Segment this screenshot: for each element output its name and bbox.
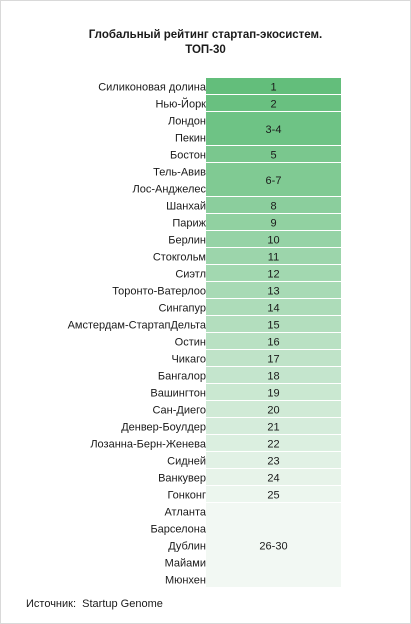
city-label: Лондон (168, 116, 206, 128)
city-label: Вашингтон (150, 388, 206, 400)
rank-label: 8 (270, 201, 276, 213)
chart-title: Глобальный рейтинг стартап-экосистем. ТО… (0, 28, 411, 58)
rank-bar (206, 248, 341, 264)
city-label: Сингапур (158, 303, 206, 315)
rank-label: 25 (267, 490, 279, 502)
rank-bar (206, 163, 341, 196)
city-label: Чикаго (171, 354, 206, 366)
rank-bar (206, 299, 341, 315)
rank-bar (206, 95, 341, 111)
rank-bar (206, 384, 341, 400)
source-note: Источник: Startup Genome (26, 598, 163, 610)
rank-label: 11 (268, 252, 279, 264)
rank-label: 2 (270, 99, 276, 111)
rank-label: 16 (267, 337, 279, 349)
city-label: Денвер-Боулдер (121, 422, 206, 434)
rank-bar (206, 503, 341, 587)
rank-label: 20 (267, 405, 279, 417)
rank-bar (206, 452, 341, 468)
rank-bar (206, 469, 341, 485)
city-label: Сиэтл (175, 269, 206, 281)
city-label: Дублин (168, 541, 206, 553)
rank-bar (206, 197, 341, 213)
rank-label: 1 (270, 82, 276, 94)
rank-bar (206, 350, 341, 366)
rank-bar (206, 486, 341, 502)
rank-label: 26-30 (259, 541, 287, 553)
rank-label: 10 (267, 235, 279, 247)
rank-bar (206, 316, 341, 332)
city-label: Силиконовая долина (98, 82, 207, 94)
city-label: Гонконг (167, 490, 206, 502)
city-label: Барселона (150, 524, 206, 536)
rank-bar (206, 418, 341, 434)
city-label: Париж (172, 218, 206, 230)
city-label: Нью-Йорк (155, 98, 206, 111)
source-value: Startup Genome (82, 598, 163, 610)
city-label: Стокгольм (153, 252, 206, 264)
rank-bar (206, 214, 341, 230)
rank-bar (206, 367, 341, 383)
city-label: Тель-Авив (153, 167, 206, 179)
rank-label: 18 (267, 371, 279, 383)
city-label: Торонто-Ватерлоо (112, 286, 206, 298)
city-label: Бангалор (158, 371, 206, 383)
city-label: Шанхай (166, 201, 206, 213)
rank-bar (206, 333, 341, 349)
city-label: Майами (165, 558, 206, 570)
rank-bar (206, 112, 341, 145)
rank-label: 22 (267, 439, 279, 451)
rank-bar (206, 146, 341, 162)
rank-label: 6-7 (266, 175, 282, 187)
rank-label: 24 (267, 473, 279, 485)
rank-label: 9 (270, 218, 276, 230)
rank-label: 19 (267, 388, 279, 400)
rank-bar (206, 265, 341, 281)
rank-label: 13 (267, 286, 279, 298)
rank-bar (206, 231, 341, 247)
city-label: Берлин (168, 235, 206, 247)
chart-title-line-1: Глобальный рейтинг стартап-экосистем. (88, 29, 323, 41)
city-label: Мюнхен (165, 575, 206, 587)
rank-bar (206, 401, 341, 417)
rank-label: 21 (267, 422, 279, 434)
rank-label: 3-4 (266, 124, 282, 136)
city-label: Атланта (164, 507, 206, 519)
rank-label: 15 (267, 320, 279, 332)
rank-label: 17 (267, 354, 279, 366)
city-label: Сан-Диего (152, 405, 206, 417)
city-label: Лозанна-Берн-Женева (90, 439, 207, 451)
rank-label: 23 (267, 456, 279, 468)
city-label: Остин (175, 337, 206, 349)
rank-label: 12 (267, 269, 279, 281)
rank-bar (206, 78, 341, 94)
city-label: Пекин (175, 133, 206, 145)
city-label: Лос-Анджелес (133, 184, 207, 196)
chart-title-line-2: ТОП-30 (185, 44, 226, 56)
rank-bar (206, 282, 341, 298)
rank-bar (206, 435, 341, 451)
rank-label: 14 (267, 303, 279, 315)
city-label: Сидней (167, 456, 206, 468)
city-label: Бостон (170, 150, 206, 162)
rank-label: 5 (270, 150, 276, 162)
city-label: Ванкувер (158, 473, 206, 485)
source-label: Источник: (26, 598, 77, 610)
city-label: Амстердам-СтартапДельта (68, 320, 207, 332)
